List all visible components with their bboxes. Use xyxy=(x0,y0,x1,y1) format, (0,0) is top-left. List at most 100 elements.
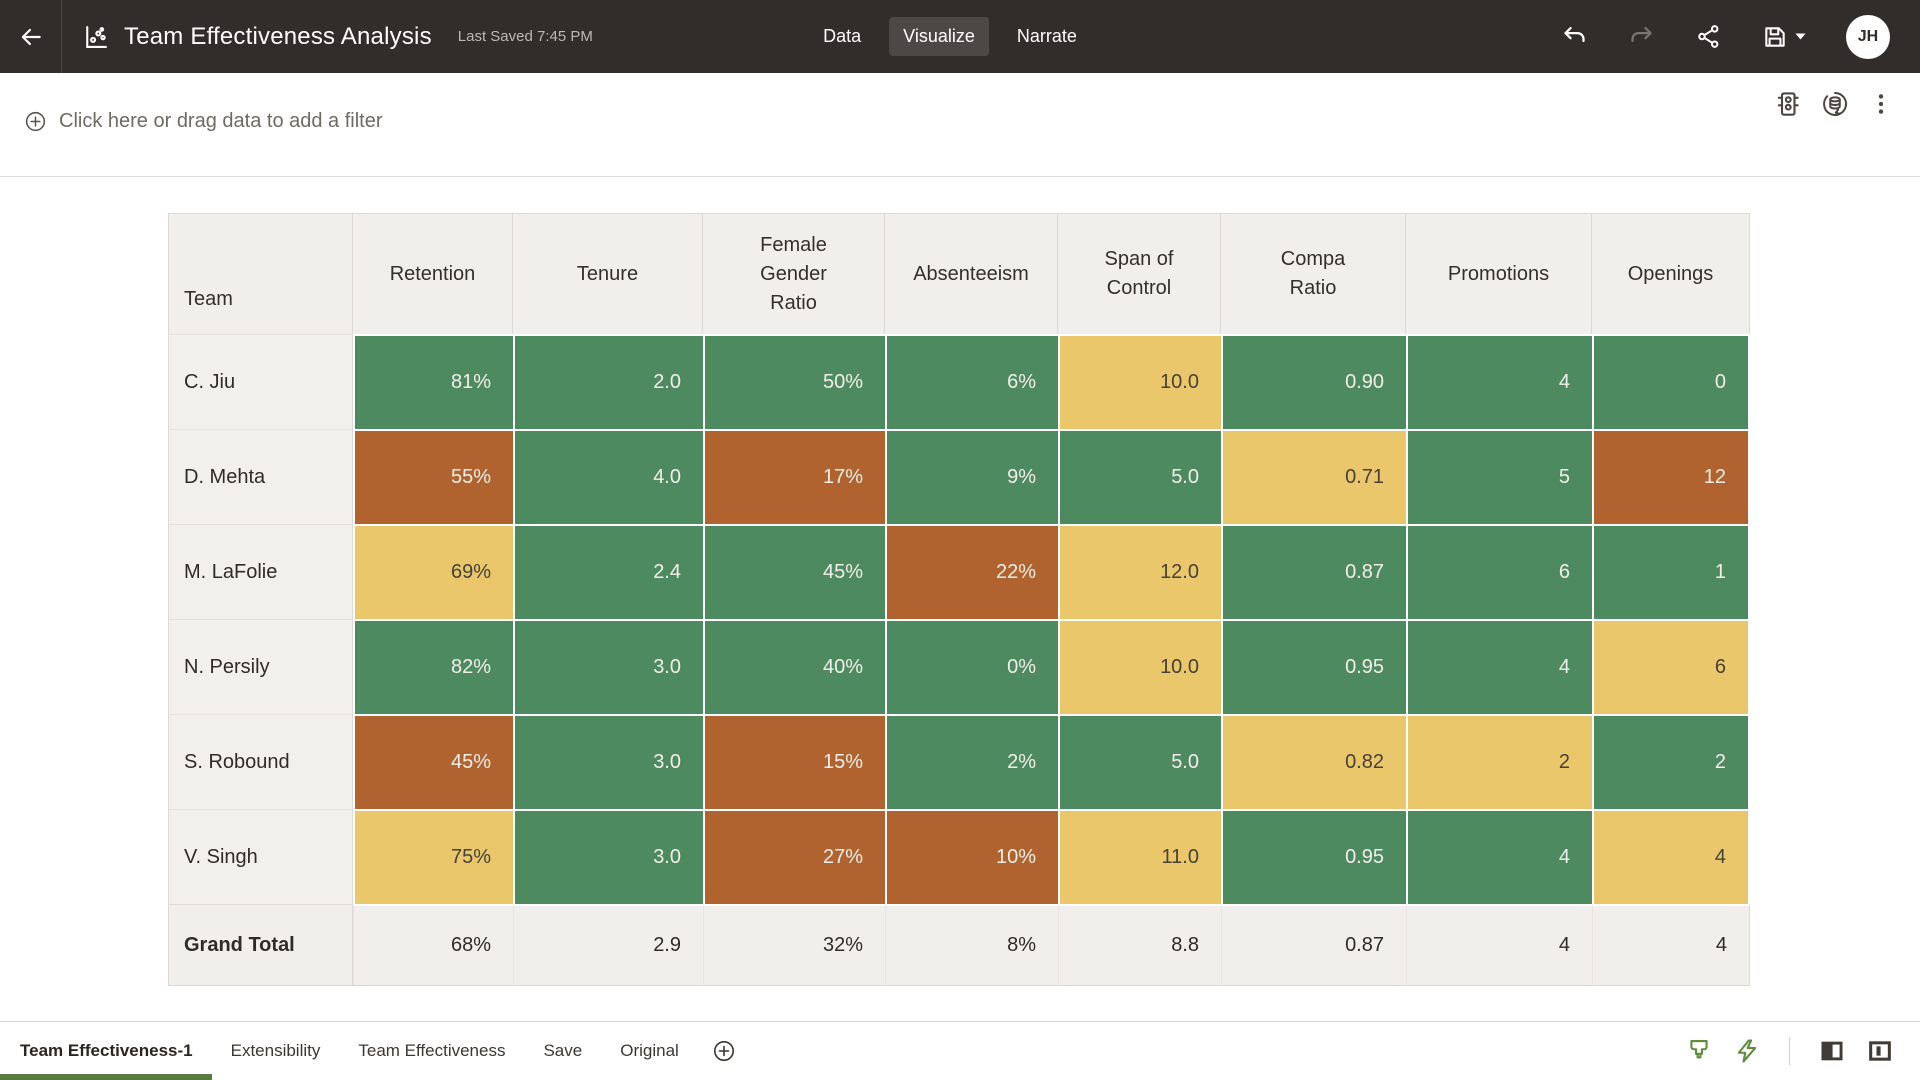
column-header-promotions[interactable]: Promotions xyxy=(1406,213,1592,334)
canvas-tab-original[interactable]: Original xyxy=(601,1022,698,1080)
table-cell[interactable]: 75% xyxy=(353,809,513,904)
conditional-formatting-button[interactable] xyxy=(1772,89,1802,119)
table-cell[interactable]: 15% xyxy=(703,714,885,809)
table-cell[interactable]: 3.0 xyxy=(513,619,703,714)
topbar-tab-visualize[interactable]: Visualize xyxy=(889,17,989,56)
table-cell[interactable]: 0.90 xyxy=(1221,334,1406,429)
table-cell[interactable]: 10.0 xyxy=(1058,619,1221,714)
last-saved-text: Last Saved 7:45 PM xyxy=(457,28,593,45)
table-cell[interactable]: 0% xyxy=(885,619,1058,714)
table-cell[interactable]: 69% xyxy=(353,524,513,619)
table-cell[interactable]: 0.87 xyxy=(1221,524,1406,619)
table-cell[interactable]: 2.0 xyxy=(513,334,703,429)
row-label-m-lafolie[interactable]: M. LaFolie xyxy=(168,524,353,619)
divider xyxy=(1789,1037,1790,1065)
mode-tabs: Data Visualize Narrate xyxy=(809,17,1091,56)
table-cell[interactable]: 5.0 xyxy=(1058,429,1221,524)
topbar-tab-data[interactable]: Data xyxy=(809,17,875,56)
column-header-span-of-control[interactable]: Span of Control xyxy=(1058,213,1221,334)
save-button[interactable] xyxy=(1762,24,1806,50)
table-cell[interactable]: 50% xyxy=(703,334,885,429)
table-cell[interactable]: 4 xyxy=(1406,809,1592,904)
table-cell[interactable]: 6 xyxy=(1406,524,1592,619)
column-header-compa-ratio[interactable]: Compa Ratio xyxy=(1221,213,1406,334)
table-cell[interactable]: 45% xyxy=(703,524,885,619)
grand-total-label: Grand Total xyxy=(168,904,353,986)
table-cell[interactable]: 0 xyxy=(1592,334,1750,429)
table-cell[interactable]: 4 xyxy=(1406,619,1592,714)
table-cell[interactable]: 81% xyxy=(353,334,513,429)
row-label-n-persily[interactable]: N. Persily xyxy=(168,619,353,714)
save-caret-icon xyxy=(1795,33,1806,40)
table-cell[interactable]: 2 xyxy=(1592,714,1750,809)
topbar-tab-narrate[interactable]: Narrate xyxy=(1003,17,1091,56)
table-cell[interactable]: 17% xyxy=(703,429,885,524)
table-cell[interactable]: 6% xyxy=(885,334,1058,429)
save-icon xyxy=(1765,26,1785,47)
table-cell[interactable]: 5 xyxy=(1406,429,1592,524)
share-button[interactable] xyxy=(1695,23,1722,50)
column-header-absenteeism[interactable]: Absenteeism xyxy=(885,213,1058,334)
table-cell[interactable]: 3.0 xyxy=(513,809,703,904)
column-header-retention[interactable]: Retention xyxy=(353,213,513,334)
table-cell[interactable]: 12.0 xyxy=(1058,524,1221,619)
table-cell[interactable]: 12 xyxy=(1592,429,1750,524)
table-cell[interactable]: 2 xyxy=(1406,714,1592,809)
canvas-tab-extensibility[interactable]: Extensibility xyxy=(212,1022,340,1080)
table-cell[interactable]: 4 xyxy=(1592,809,1750,904)
table-cell[interactable]: 11.0 xyxy=(1058,809,1221,904)
table-cell[interactable]: 9% xyxy=(885,429,1058,524)
table-cell[interactable]: 2.4 xyxy=(513,524,703,619)
filter-bar: Click here or drag data to add a filter xyxy=(0,73,1920,177)
table-cell[interactable]: 22% xyxy=(885,524,1058,619)
canvas: Team Retention Tenure Female Gender Ratio Ab… xyxy=(0,177,1920,1021)
table-cell[interactable]: 27% xyxy=(703,809,885,904)
right-panel-toggle-button[interactable] xyxy=(1866,1037,1894,1065)
pivot-table: Team Retention Tenure Female Gender Ratio Ab… xyxy=(168,213,1750,986)
canvas-tab-team-effectiveness-1[interactable]: Team Effectiveness-1 xyxy=(0,1022,212,1080)
row-label-d-mehta[interactable]: D. Mehta xyxy=(168,429,353,524)
row-label-s-robound[interactable]: S. Robound xyxy=(168,714,353,809)
table-cell[interactable]: 82% xyxy=(353,619,513,714)
table-cell[interactable]: 2% xyxy=(885,714,1058,809)
add-filter-button[interactable]: Click here or drag data to add a filter xyxy=(24,110,383,133)
redo-icon xyxy=(1631,26,1652,43)
row-label-c-jiu[interactable]: C. Jiu xyxy=(168,334,353,429)
plus-circle-icon xyxy=(25,111,46,132)
row-label-v-singh[interactable]: V. Singh xyxy=(168,809,353,904)
column-header-tenure[interactable]: Tenure xyxy=(513,213,703,334)
table-cell[interactable]: 10.0 xyxy=(1058,334,1221,429)
refresh-data-button[interactable] xyxy=(1820,89,1850,119)
brush-button[interactable] xyxy=(1685,1037,1713,1065)
canvas-tab-team-effectiveness[interactable]: Team Effectiveness xyxy=(339,1022,524,1080)
table-cell[interactable]: 6 xyxy=(1592,619,1750,714)
table-cell[interactable]: 5.0 xyxy=(1058,714,1221,809)
canvas-tab-save[interactable]: Save xyxy=(524,1022,601,1080)
table-cell[interactable]: 0.82 xyxy=(1221,714,1406,809)
table-cell[interactable]: 4.0 xyxy=(513,429,703,524)
table-cell[interactable]: 0.95 xyxy=(1221,619,1406,714)
grand-total-cell: 2.9 xyxy=(513,904,703,986)
undo-button[interactable] xyxy=(1561,23,1588,50)
column-header-female-gender-ratio[interactable]: Female Gender Ratio xyxy=(703,213,885,334)
add-canvas-button[interactable] xyxy=(712,1039,736,1063)
left-panel-toggle-button[interactable] xyxy=(1818,1037,1846,1065)
column-header-team[interactable]: Team xyxy=(168,213,353,334)
table-cell[interactable]: 3.0 xyxy=(513,714,703,809)
table-cell[interactable]: 45% xyxy=(353,714,513,809)
table-cell[interactable]: 0.95 xyxy=(1221,809,1406,904)
column-header-openings[interactable]: Openings xyxy=(1592,213,1750,334)
lightning-button[interactable] xyxy=(1733,1037,1761,1065)
grand-total-cell: 0.87 xyxy=(1221,904,1406,986)
back-button[interactable] xyxy=(0,0,62,73)
table-cell[interactable]: 1 xyxy=(1592,524,1750,619)
kebab-menu-button[interactable] xyxy=(1868,91,1894,117)
redo-button[interactable] xyxy=(1628,23,1655,50)
table-cell[interactable]: 4 xyxy=(1406,334,1592,429)
table-cell[interactable]: 55% xyxy=(353,429,513,524)
lightning-icon xyxy=(1737,1039,1757,1063)
table-cell[interactable]: 0.71 xyxy=(1221,429,1406,524)
table-cell[interactable]: 10% xyxy=(885,809,1058,904)
avatar[interactable]: JH xyxy=(1846,14,1890,59)
table-cell[interactable]: 40% xyxy=(703,619,885,714)
